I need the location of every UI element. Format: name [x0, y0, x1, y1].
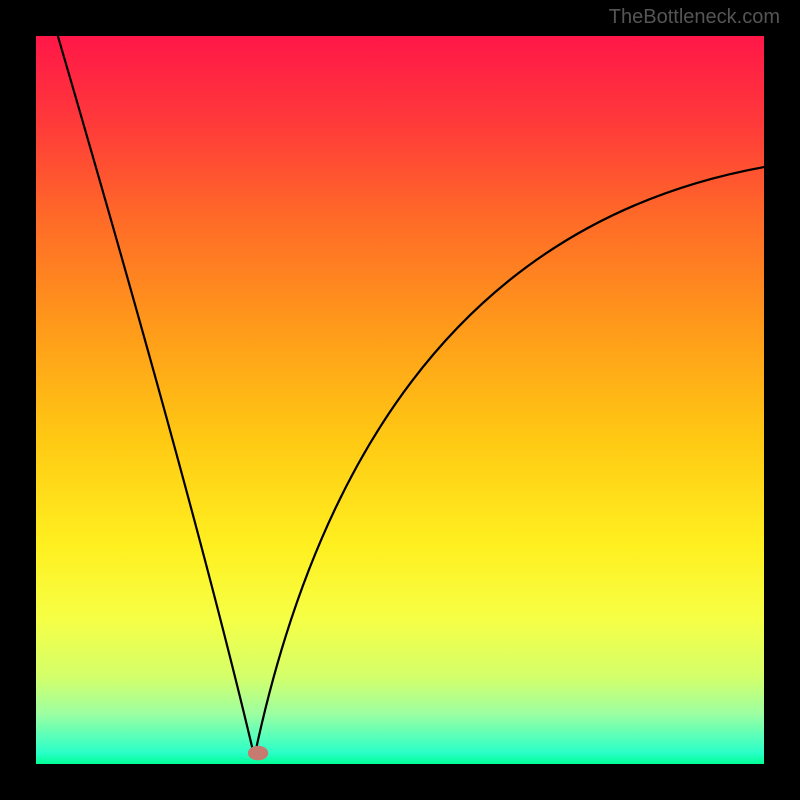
- chart-svg: [36, 36, 764, 764]
- chart-container: TheBottleneck.com: [0, 0, 800, 800]
- watermark-text: TheBottleneck.com: [609, 6, 780, 29]
- plot-area: [36, 36, 764, 764]
- minimum-marker: [248, 746, 268, 761]
- gradient-background: [36, 36, 764, 764]
